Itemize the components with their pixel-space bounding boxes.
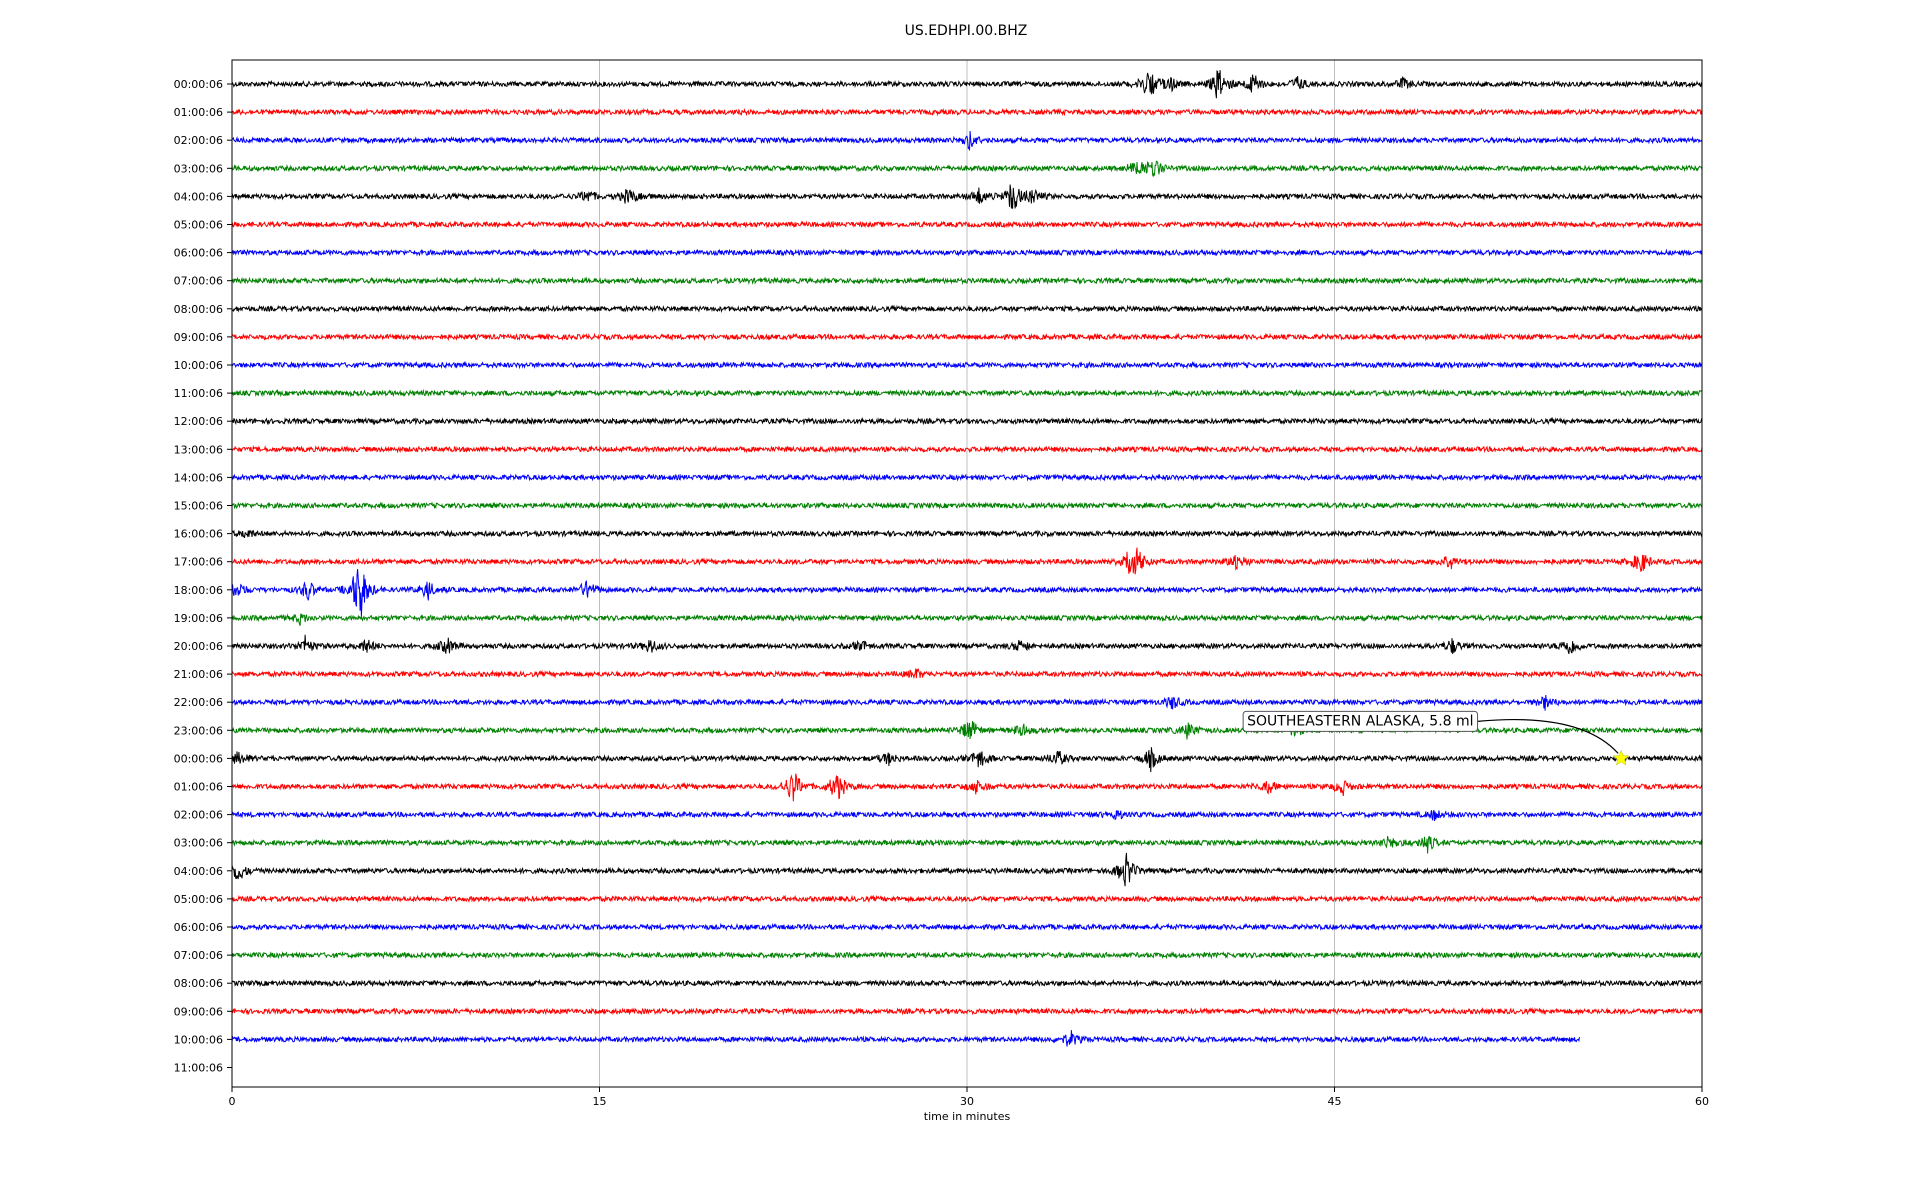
x-tick-label: 60 — [1695, 1095, 1709, 1108]
row-time-label: 17:00:06 — [174, 556, 223, 569]
event-annotation: SOUTHEASTERN ALASKA, 5.8 ml — [1242, 710, 1630, 766]
seismic-trace — [231, 547, 1703, 575]
seismic-trace — [231, 107, 1703, 117]
trace-group — [231, 70, 1703, 1047]
row-time-label: 07:00:06 — [174, 949, 223, 962]
x-axis-label: time in minutes — [924, 1110, 1011, 1123]
row-time-label: 22:00:06 — [174, 696, 223, 709]
seismic-trace — [231, 388, 1703, 398]
seismic-trace — [231, 694, 1703, 711]
seismic-trace — [231, 922, 1703, 932]
row-time-label: 04:00:06 — [174, 190, 223, 203]
row-time-label: 01:00:06 — [174, 781, 223, 794]
row-time-label: 05:00:06 — [174, 893, 223, 906]
seismic-trace — [231, 276, 1703, 286]
plot-frame — [231, 59, 1703, 1088]
seismic-trace — [231, 529, 1703, 539]
row-time-label: 20:00:06 — [174, 640, 223, 653]
row-time-label: 01:00:06 — [174, 106, 223, 119]
seismic-trace — [231, 613, 1703, 626]
row-time-label: 03:00:06 — [174, 162, 223, 175]
row-time-label: 11:00:06 — [174, 387, 223, 400]
row-time-label: 00:00:06 — [174, 752, 223, 765]
seismic-trace — [231, 809, 1703, 822]
row-time-label: 10:00:06 — [174, 1033, 223, 1046]
seismic-trace — [231, 773, 1703, 802]
star-icon — [1612, 749, 1630, 766]
row-time-label: 06:00:06 — [174, 921, 223, 934]
seismic-trace — [231, 1006, 1703, 1016]
row-time-label: 12:00:06 — [174, 415, 223, 428]
x-tick-label: 15 — [593, 1095, 607, 1108]
row-time-label: 14:00:06 — [174, 471, 223, 484]
seismic-trace — [231, 501, 1703, 510]
seismic-trace — [231, 634, 1703, 655]
seismic-trace — [231, 416, 1703, 426]
row-time-label: 09:00:06 — [174, 331, 223, 344]
row-time-label: 07:00:06 — [174, 275, 223, 288]
seismic-trace — [232, 332, 1703, 342]
x-axis-ticks: 0 15 30 45 60 — [229, 1087, 1709, 1108]
row-time-label: 02:00:06 — [174, 134, 223, 147]
row-time-label: 13:00:06 — [174, 443, 223, 456]
row-time-label: 11:00:06 — [174, 1062, 223, 1075]
row-time-label: 08:00:06 — [174, 977, 223, 990]
row-time-label: 09:00:06 — [174, 1005, 223, 1018]
row-time-label: 19:00:06 — [174, 612, 223, 625]
seismic-trace — [231, 70, 1703, 99]
row-time-label: 05:00:06 — [174, 219, 223, 232]
seismic-trace — [231, 747, 1703, 773]
chart-title: US.EDHPI.00.BHZ — [905, 23, 1028, 39]
row-time-label: 00:00:06 — [174, 78, 223, 91]
seismic-trace — [231, 1030, 1580, 1047]
seismic-trace — [231, 184, 1703, 209]
seismic-trace — [231, 248, 1703, 257]
row-time-label: 06:00:06 — [174, 247, 223, 260]
row-time-label: 08:00:06 — [174, 303, 223, 316]
row-time-label: 02:00:06 — [174, 809, 223, 822]
seismic-trace — [231, 130, 1703, 151]
seismic-trace — [231, 852, 1703, 887]
seismic-trace — [231, 950, 1703, 960]
grid-lines — [599, 60, 1335, 1087]
row-time-label: 23:00:06 — [174, 724, 223, 737]
seismic-trace — [231, 473, 1703, 482]
annotation-box — [1242, 710, 1479, 732]
x-tick-label: 0 — [229, 1095, 236, 1108]
row-time-label: 21:00:06 — [174, 668, 223, 681]
seismic-trace — [231, 444, 1703, 454]
row-time-label: 10:00:06 — [174, 359, 223, 372]
x-tick-label: 30 — [960, 1095, 974, 1108]
seismic-trace — [231, 220, 1703, 229]
seismic-trace — [231, 360, 1703, 370]
row-time-label: 16:00:06 — [174, 528, 223, 541]
seismic-trace — [231, 304, 1703, 314]
seismic-trace — [231, 667, 1703, 680]
row-time-label: 18:00:06 — [174, 584, 223, 597]
row-time-label: 04:00:06 — [174, 865, 223, 878]
seismic-trace — [231, 160, 1703, 177]
annotation-arrow — [1477, 718, 1619, 754]
seismic-trace — [231, 836, 1703, 854]
x-tick-label: 45 — [1328, 1095, 1342, 1108]
seismic-trace — [231, 978, 1703, 988]
row-time-label: 15:00:06 — [174, 500, 223, 513]
row-time-label: 03:00:06 — [174, 837, 223, 850]
row-labels: 00:00:06 01:00:06 02:00:06 03:00:06 04:00:06… — [174, 78, 232, 1075]
seismic-trace — [231, 894, 1703, 904]
seismic-trace — [231, 568, 1703, 617]
annotation-text: SOUTHEASTERN ALASKA, 5.8 ml — [1247, 713, 1473, 729]
